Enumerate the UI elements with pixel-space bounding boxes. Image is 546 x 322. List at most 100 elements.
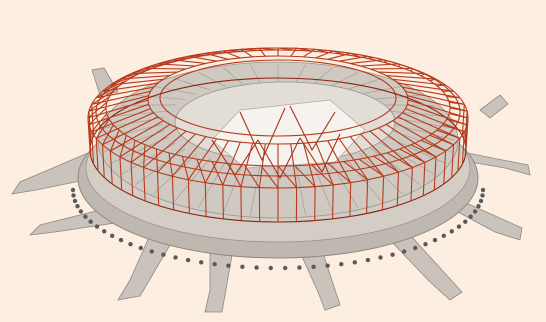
truss-post: [204, 182, 207, 217]
truss-radial: [360, 133, 399, 173]
truss-diagonal: [367, 55, 374, 61]
pile: [463, 219, 468, 224]
truss-post: [457, 138, 461, 171]
truss-post: [410, 167, 413, 201]
truss-diagonal: [143, 144, 146, 168]
pile: [456, 224, 462, 229]
pile: [254, 265, 259, 270]
tier-line: [250, 165, 261, 216]
truss-post: [87, 117, 91, 151]
truss-diagonal: [442, 124, 465, 133]
pile: [352, 260, 357, 265]
truss-radial: [303, 48, 316, 58]
truss-radial: [290, 143, 298, 188]
truss-radial: [102, 82, 158, 92]
truss-diagonal: [91, 90, 114, 105]
truss-inner-triangle: [299, 133, 341, 174]
pile-row: [70, 187, 486, 271]
truss-diagonal: [373, 155, 399, 173]
truss-post: [366, 179, 369, 214]
truss-radial: [110, 78, 164, 86]
pile: [199, 260, 204, 265]
truss-diagonal: [181, 156, 189, 180]
truss-radial: [119, 123, 171, 158]
truss-diagonal: [429, 78, 437, 82]
truss-radial: [407, 103, 468, 126]
truss-radial: [405, 90, 465, 105]
truss-radial: [87, 99, 149, 119]
pile: [173, 255, 178, 260]
truss-post: [332, 184, 334, 219]
tier-line: [197, 71, 226, 87]
truss-post: [461, 104, 465, 137]
truss-radial: [349, 136, 385, 177]
pile: [268, 265, 273, 271]
truss-diagonal: [130, 140, 136, 163]
pile: [468, 214, 473, 219]
pile: [339, 262, 344, 267]
truss-radial: [91, 108, 151, 133]
truss-radial: [378, 71, 425, 75]
truss-diagonal: [343, 161, 368, 181]
truss-diagonal: [311, 164, 334, 186]
truss-diagonal: [211, 161, 224, 186]
truss-diagonal: [449, 113, 469, 119]
truss-radial: [204, 140, 229, 183]
truss-radial: [131, 71, 178, 75]
pile: [365, 257, 371, 263]
truss-radial: [315, 141, 334, 186]
pile: [449, 229, 454, 234]
truss-radial: [315, 50, 334, 59]
truss-diagonal: [410, 144, 437, 158]
truss-radial: [290, 47, 298, 57]
truss-diagonal: [449, 101, 465, 105]
truss-radial: [392, 78, 446, 86]
truss-post: [433, 156, 437, 191]
pile: [480, 193, 485, 198]
pile: [110, 233, 115, 238]
pile: [480, 187, 486, 193]
truss-radial: [407, 95, 468, 112]
pile: [297, 265, 302, 270]
tier-line: [359, 85, 403, 95]
truss-inner-triangle: [239, 107, 286, 162]
truss-inner-triangle: [289, 105, 336, 152]
truss-radial: [407, 99, 469, 119]
pile: [161, 252, 166, 257]
truss-diagonal: [119, 70, 146, 80]
tier-line: [174, 78, 211, 91]
truss-inner-triangle: [211, 139, 259, 177]
pile: [441, 233, 446, 238]
tier-line: [345, 78, 382, 91]
roof-truss: [87, 47, 469, 223]
truss-diagonal: [436, 84, 446, 87]
truss-post: [171, 176, 175, 210]
truss-post: [156, 172, 160, 206]
truss-radial: [172, 59, 206, 64]
tier-line: [174, 157, 211, 202]
truss-radial: [157, 133, 196, 173]
truss-radial: [327, 52, 351, 60]
pile: [75, 204, 80, 209]
pile: [94, 224, 100, 229]
truss-post: [130, 162, 134, 196]
tier-line: [313, 67, 333, 85]
truss-radial: [402, 86, 460, 99]
truss-diagonal: [449, 107, 468, 112]
truss-radial: [91, 90, 151, 105]
truss-radial: [119, 75, 170, 80]
truss-diagonal: [102, 124, 114, 146]
truss-diagonal: [277, 165, 298, 189]
truss-diagonal: [87, 101, 108, 119]
tier-line: [153, 85, 197, 95]
pile: [71, 193, 76, 198]
pile: [72, 198, 78, 204]
truss-radial: [327, 140, 352, 183]
truss-radial: [88, 103, 149, 126]
pile: [102, 229, 107, 234]
pile: [118, 237, 124, 243]
truss-diagonal: [296, 47, 312, 52]
truss-post: [95, 138, 99, 171]
truss-radial: [392, 120, 446, 152]
